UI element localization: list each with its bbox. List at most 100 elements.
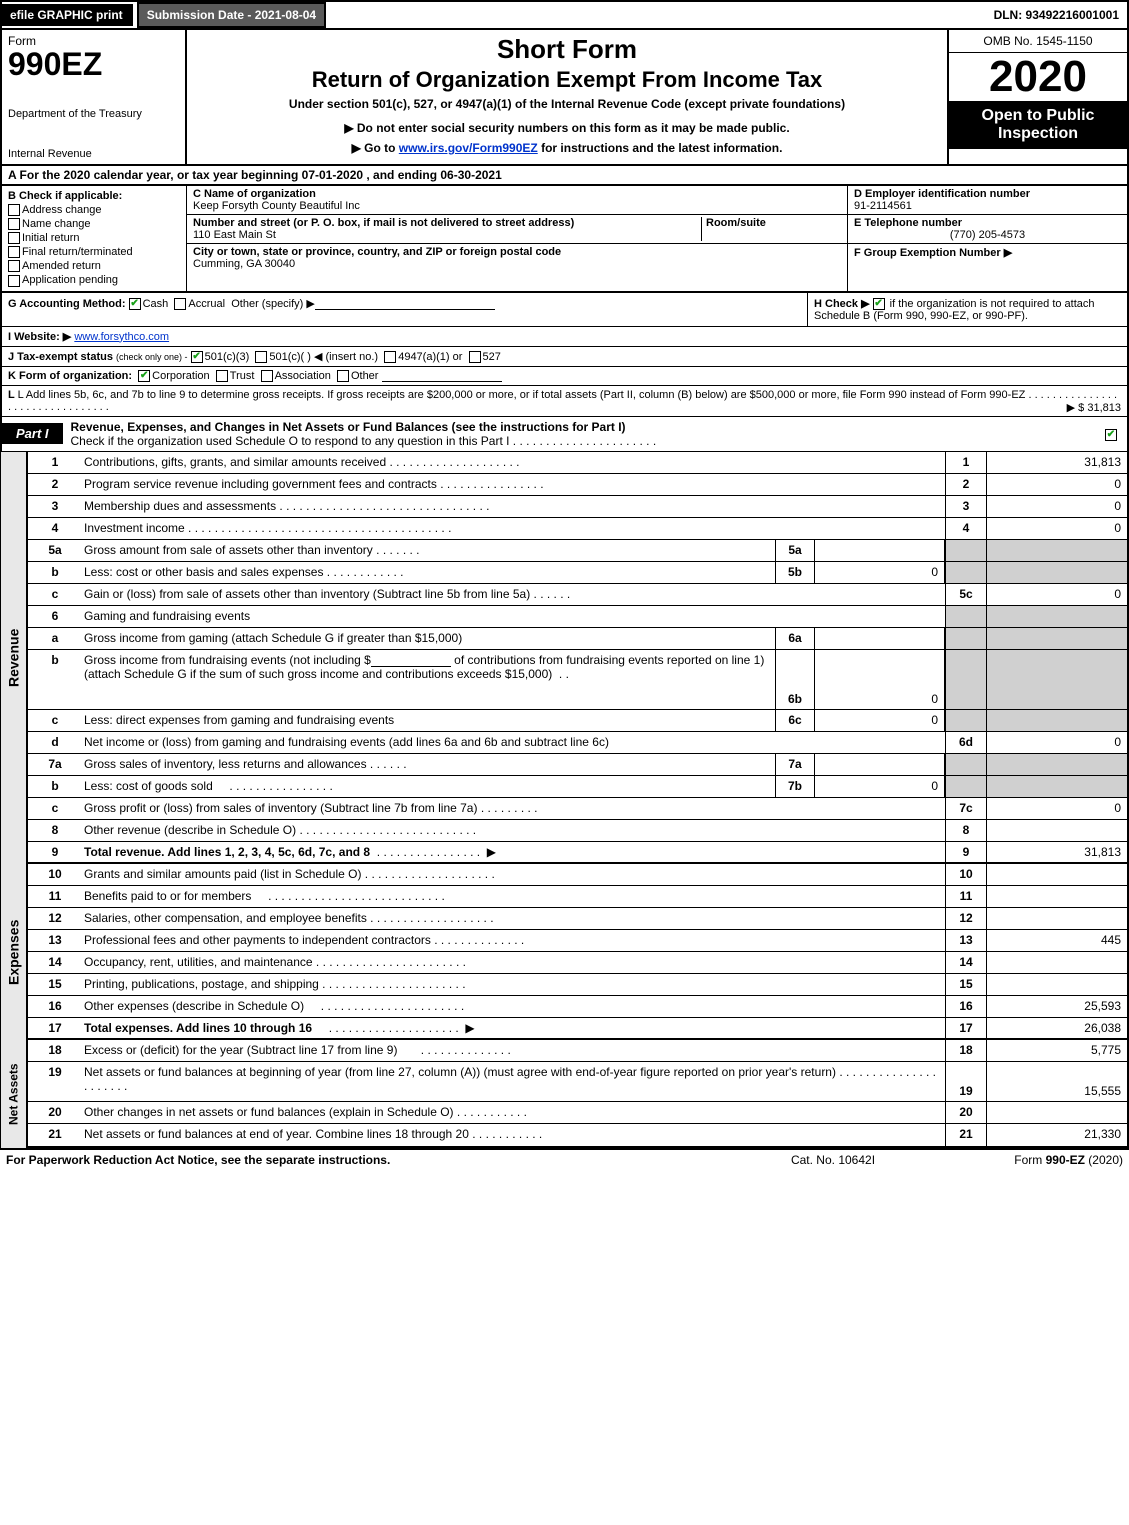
chk-application-pending[interactable]: Application pending xyxy=(8,274,180,286)
k-assoc-label: Association xyxy=(275,370,331,382)
l20-ln: 20 xyxy=(945,1102,987,1123)
chk-corporation[interactable] xyxy=(138,370,150,382)
revenue-side-label: Revenue xyxy=(0,452,28,864)
c-city-value: Cumming, GA 30040 xyxy=(193,258,841,270)
chk-association[interactable] xyxy=(261,370,273,382)
d-ein-value: 91-2114561 xyxy=(854,200,1121,212)
chk-final-return[interactable]: Final return/terminated xyxy=(8,246,180,258)
l7b-sn: 7b xyxy=(775,776,815,797)
chk-trust[interactable] xyxy=(216,370,228,382)
chk-other[interactable] xyxy=(337,370,349,382)
l19-amt: 15,555 xyxy=(987,1062,1127,1101)
l1-amt: 31,813 xyxy=(987,452,1127,473)
graphic-print-button[interactable]: efile GRAPHIC print xyxy=(2,4,133,26)
l6c-desc: Less: direct expenses from gaming and fu… xyxy=(80,710,775,731)
chk-4947[interactable] xyxy=(384,351,396,363)
part1-title: Revenue, Expenses, and Changes in Net As… xyxy=(63,417,1097,451)
k-other-blank[interactable] xyxy=(382,370,502,382)
chk-final-return-label: Final return/terminated xyxy=(22,246,133,258)
l14-ln: 14 xyxy=(945,952,987,973)
l5b-sv: 0 xyxy=(815,562,945,583)
chk-address-change[interactable]: Address change xyxy=(8,204,180,216)
form-number: 990EZ xyxy=(8,48,179,80)
chk-application-pending-label: Application pending xyxy=(22,274,118,286)
f-group-label: F Group Exemption Number ▶ xyxy=(854,246,1121,259)
l3-desc: Membership dues and assessments . . . . … xyxy=(80,496,945,517)
l16-desc: Other expenses (describe in Schedule O) … xyxy=(80,996,945,1017)
l8-desc: Other revenue (describe in Schedule O) .… xyxy=(80,820,945,841)
l7a-num: 7a xyxy=(30,754,80,775)
k-label: K Form of organization: xyxy=(8,370,132,382)
chk-501c[interactable] xyxy=(255,351,267,363)
l18-desc: Excess or (deficit) for the year (Subtra… xyxy=(80,1040,945,1061)
i-website-link[interactable]: www.forsythco.com xyxy=(74,331,169,343)
chk-527[interactable] xyxy=(469,351,481,363)
l7b-amt-shade xyxy=(987,776,1127,797)
chk-501c3[interactable] xyxy=(191,351,203,363)
l5b-ln-shade xyxy=(945,562,987,583)
l19-num: 19 xyxy=(30,1062,80,1101)
form-header: Form 990EZ Department of the Treasury In… xyxy=(0,30,1129,166)
form-header-center: Short Form Return of Organization Exempt… xyxy=(187,30,947,164)
l6b-desc: Gross income from fundraising events (no… xyxy=(80,650,775,709)
l5a-num: 5a xyxy=(30,540,80,561)
c-street-value: 110 East Main St xyxy=(193,229,701,241)
l8-ln: 8 xyxy=(945,820,987,841)
l15-amt xyxy=(987,974,1127,995)
l9-desc: Total revenue. Add lines 1, 2, 3, 4, 5c,… xyxy=(80,842,945,862)
l16-num: 16 xyxy=(30,996,80,1017)
efile-toolbar: efile GRAPHIC print Submission Date - 20… xyxy=(0,0,1129,30)
open-to-public: Open to Public Inspection xyxy=(949,101,1127,149)
j-501c3-label: 501(c)(3) xyxy=(205,351,250,363)
chk-accrual[interactable] xyxy=(174,298,186,310)
chk-part1-schedO[interactable] xyxy=(1105,429,1117,441)
row-i: I Website: ▶ www.forsythco.com xyxy=(0,327,1129,347)
l5a-ln-shade xyxy=(945,540,987,561)
short-form-title: Short Form xyxy=(195,34,939,65)
part1-subtitle: Check if the organization used Schedule … xyxy=(71,434,510,448)
l20-desc: Other changes in net assets or fund bala… xyxy=(80,1102,945,1123)
submission-date-button[interactable]: Submission Date - 2021-08-04 xyxy=(137,2,326,28)
chk-h[interactable] xyxy=(873,298,885,310)
l6b-amt-shade xyxy=(987,650,1127,709)
g-label: G Accounting Method: xyxy=(8,298,126,310)
l1-desc: Contributions, gifts, grants, and simila… xyxy=(80,452,945,473)
l17-desc: Total expenses. Add lines 10 through 16 … xyxy=(80,1018,945,1038)
l5a-amt-shade xyxy=(987,540,1127,561)
l16-amt: 25,593 xyxy=(987,996,1127,1017)
chk-amended-return[interactable]: Amended return xyxy=(8,260,180,272)
l6a-amt-shade xyxy=(987,628,1127,649)
g-other-blank[interactable] xyxy=(315,298,495,310)
l21-amt: 21,330 xyxy=(987,1124,1127,1146)
l18-ln: 18 xyxy=(945,1040,987,1061)
page-footer: For Paperwork Reduction Act Notice, see … xyxy=(0,1148,1129,1170)
l19-desc: Net assets or fund balances at beginning… xyxy=(80,1062,945,1101)
h-label: H Check ▶ xyxy=(814,298,870,310)
l6b-blank[interactable] xyxy=(371,655,451,667)
l6a-num: a xyxy=(30,628,80,649)
chk-name-change[interactable]: Name change xyxy=(8,218,180,230)
l20-amt xyxy=(987,1102,1127,1123)
l12-num: 12 xyxy=(30,908,80,929)
l20-num: 20 xyxy=(30,1102,80,1123)
l5c-desc: Gain or (loss) from sale of assets other… xyxy=(80,584,945,605)
l5c-amt: 0 xyxy=(987,584,1127,605)
do-not-ssn-text: ▶ Do not enter social security numbers o… xyxy=(195,121,939,135)
l9-ln: 9 xyxy=(945,842,987,862)
l17-amt: 26,038 xyxy=(987,1018,1127,1038)
l4-num: 4 xyxy=(30,518,80,539)
l6-amt-shade xyxy=(987,606,1127,627)
l5b-amt-shade xyxy=(987,562,1127,583)
chk-cash-label: Cash xyxy=(143,298,169,310)
goto-link[interactable]: www.irs.gov/Form990EZ xyxy=(399,141,538,155)
chk-cash[interactable] xyxy=(129,298,141,310)
chk-initial-return[interactable]: Initial return xyxy=(8,232,180,244)
block-bcdef: B Check if applicable: Address change Na… xyxy=(0,186,1129,293)
section-revenue: Revenue 1Contributions, gifts, grants, a… xyxy=(0,452,1129,864)
chk-initial-return-label: Initial return xyxy=(22,232,79,244)
part1-title-text: Revenue, Expenses, and Changes in Net As… xyxy=(71,420,626,434)
c-street-label: Number and street (or P. O. box, if mail… xyxy=(193,217,701,229)
l14-amt xyxy=(987,952,1127,973)
l14-num: 14 xyxy=(30,952,80,973)
e-phone-value: (770) 205-4573 xyxy=(854,229,1121,241)
